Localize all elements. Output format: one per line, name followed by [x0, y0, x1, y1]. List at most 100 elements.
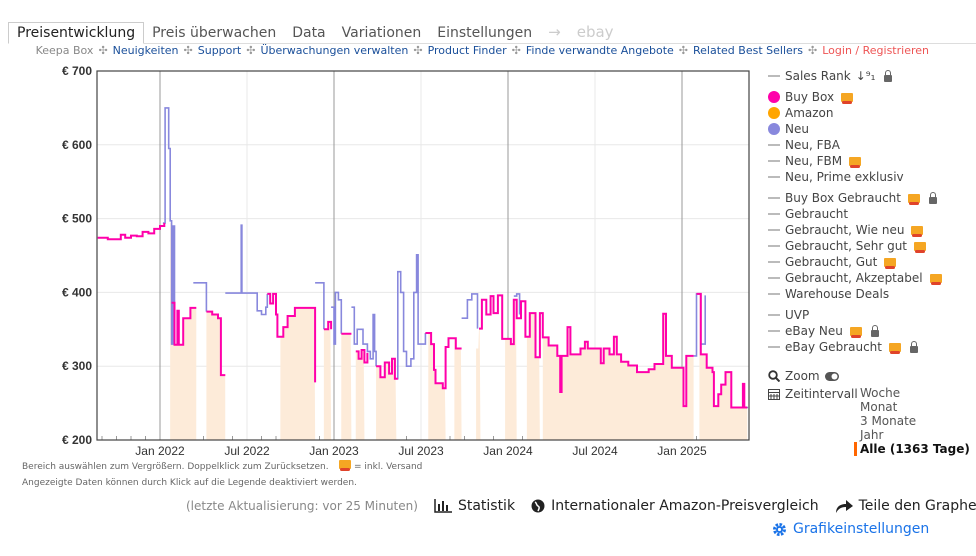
legend-dot-icon — [768, 91, 780, 103]
legend-item-buy-box[interactable]: Buy Box — [768, 89, 942, 105]
amazon-fill-area — [476, 328, 481, 440]
zoom-toggle[interactable]: Zoom — [768, 368, 970, 384]
legend-label: eBay Gebraucht — [785, 340, 882, 354]
nav-link-related-best-sellers[interactable]: Related Best Sellers — [693, 44, 804, 57]
toggle-icon[interactable] — [824, 371, 839, 381]
x-tick-label: Jul 2023 — [398, 444, 444, 458]
range-option-4[interactable]: Alle (1363 Tage) — [854, 442, 970, 456]
legend-label: Gebraucht, Sehr gut — [785, 239, 908, 253]
truck-icon — [841, 92, 854, 104]
amazon-fill-area — [454, 338, 462, 440]
nav-link-überwachungen-verwalten[interactable]: Überwachungen verwalten — [260, 44, 409, 57]
nav-link-login-registrieren[interactable]: Login / Registrieren — [822, 44, 929, 57]
legend-label: Gebraucht, Gut — [785, 255, 878, 269]
amazon-fill-area — [376, 358, 397, 440]
nav-link-support[interactable]: Support — [197, 44, 242, 57]
y-tick-label: € 300 — [62, 359, 92, 373]
share-graph-button[interactable]: Teile den Graphen — [835, 498, 976, 514]
graph-settings-link[interactable]: Grafikeinstellungen — [772, 521, 929, 537]
legend-label: Sales Rank — [785, 69, 851, 83]
hint-line-1: Bereich auswählen zum Vergrößern. Doppel… — [22, 462, 329, 472]
separator-icon: ✣ — [511, 44, 521, 57]
legend-item-gebraucht-wie-neu[interactable]: Gebraucht, Wie neu — [768, 222, 942, 238]
legend-dash-icon — [768, 261, 780, 263]
truck-icon — [884, 257, 897, 269]
amazon-fill-area — [280, 307, 316, 440]
separator-icon: ✣ — [413, 44, 423, 57]
truck-icon — [849, 156, 862, 168]
legend-item-buy-box-gebraucht[interactable]: Buy Box Gebraucht — [768, 190, 942, 206]
amazon-fill-area — [526, 313, 540, 440]
legend-label: Gebraucht, Akzeptabel — [785, 271, 923, 285]
legend-dash-icon — [768, 346, 780, 348]
price-history-chart[interactable]: € 200 € 300 € 400 € 500 € 600 € 700 Jan 2022 Ju… — [20, 60, 760, 460]
amazon-fill-area — [341, 333, 352, 440]
intl-compare-button[interactable]: Internationaler Amazon-Preisvergleich — [531, 498, 819, 514]
range-option-3[interactable]: Jahr — [860, 428, 884, 442]
legend-item-gebraucht-sehr-gut[interactable]: Gebraucht, Sehr gut — [768, 238, 942, 254]
legend-label: UVP — [785, 308, 810, 322]
truck-icon — [907, 193, 920, 205]
tab-preis-überwachen[interactable]: Preis überwachen — [152, 25, 277, 41]
nav-link-product-finder[interactable]: Product Finder — [427, 44, 507, 57]
legend-label: Neu, Prime exklusiv — [785, 170, 904, 184]
legend-dash-icon — [768, 213, 780, 215]
tab-preisentwicklung[interactable]: Preisentwicklung — [8, 22, 145, 44]
series-line-buy-box[interactable] — [97, 223, 748, 409]
statistics-button[interactable]: Statistik — [434, 498, 515, 514]
nav-link-keepa-box[interactable]: Keepa Box — [35, 44, 94, 57]
legend-label: Neu, FBM — [785, 154, 843, 168]
truck-icon — [914, 241, 927, 253]
legend-item-uvp[interactable]: UVP — [768, 307, 942, 323]
legend-item-ebay-neu[interactable]: eBay Neu — [768, 323, 942, 339]
legend-item-gebraucht-akzeptabel[interactable]: Gebraucht, Akzeptabel — [768, 270, 942, 286]
legend-dash-icon — [768, 229, 780, 231]
legend-item-gebraucht[interactable]: Gebraucht — [768, 206, 942, 222]
x-tick-label: Jan 2024 — [483, 444, 533, 458]
amazon-fill-area — [505, 299, 517, 440]
sub-navigation: Keepa Box ✣ Neuigkeiten ✣ Support ✣ Überwachun… — [36, 44, 929, 57]
legend-dash-icon — [768, 277, 780, 279]
legend-item-sales-rank[interactable]: Sales Rank ↓⁹₁ — [768, 68, 942, 84]
nav-link-neuigkeiten[interactable]: Neuigkeiten — [112, 44, 179, 57]
legend-item-neu[interactable]: Neu — [768, 121, 942, 137]
tab-variationen[interactable]: Variationen — [341, 25, 422, 41]
tab-data[interactable]: Data — [292, 25, 326, 41]
legend-item-neu-prime-exklusiv[interactable]: Neu, Prime exklusiv — [768, 169, 942, 185]
legend-item-neu-fbm[interactable]: Neu, FBM — [768, 153, 942, 169]
intl-compare-label: Internationaler Amazon-Preisvergleich — [551, 498, 819, 514]
legend-item-amazon[interactable]: Amazon — [768, 105, 942, 121]
statistics-label: Statistik — [457, 498, 516, 514]
y-tick-label: € 200 — [62, 433, 92, 447]
tab-einstellungen[interactable]: Einstellungen — [437, 25, 533, 41]
nav-link-finde-verwandte-angebote[interactable]: Finde verwandte Angebote — [525, 44, 674, 57]
chart-controls: Zoom Zeitintervall Woche Monat 3 Monate Jah… — [768, 368, 970, 456]
legend-dash-icon — [768, 144, 780, 146]
share-graph-label: Teile den Graphen — [858, 498, 976, 514]
amazon-fill-area — [323, 321, 332, 440]
legend-item-ebay-gebraucht[interactable]: eBay Gebraucht — [768, 339, 942, 355]
zoom-label: Zoom — [785, 369, 820, 383]
interval-label: Zeitintervall — [785, 387, 858, 401]
legend-item-warehouse-deals[interactable]: Warehouse Deals — [768, 286, 942, 302]
legend-item-gebraucht-gut[interactable]: Gebraucht, Gut — [768, 254, 942, 270]
amazon-fill-area — [355, 350, 365, 440]
lock-icon — [884, 69, 893, 82]
share-arrow-icon — [835, 500, 853, 513]
x-tick-label: Jan 2023 — [309, 444, 359, 458]
legend-item-neu-fba[interactable]: Neu, FBA — [768, 137, 942, 153]
range-option-2[interactable]: 3 Monate — [860, 414, 917, 428]
amazon-fill-area — [699, 293, 748, 440]
graph-settings-label: Grafikeinstellungen — [793, 521, 930, 537]
legend-label: Warehouse Deals — [785, 287, 890, 301]
sort-icon: ↓⁹₁ — [855, 69, 876, 83]
y-tick-label: € 400 — [62, 285, 92, 299]
tab-bar: Preisentwicklung Preis überwachen Data Vari… — [8, 22, 976, 44]
range-option-0[interactable]: Woche — [860, 386, 901, 400]
range-option-1[interactable]: Monat — [860, 400, 898, 414]
tab-ebay[interactable]: ebay — [576, 23, 614, 41]
arrow-icon: → — [548, 23, 561, 41]
interval-row: Zeitintervall — [768, 386, 970, 402]
truck-icon — [888, 342, 901, 354]
truck-icon — [339, 460, 352, 471]
